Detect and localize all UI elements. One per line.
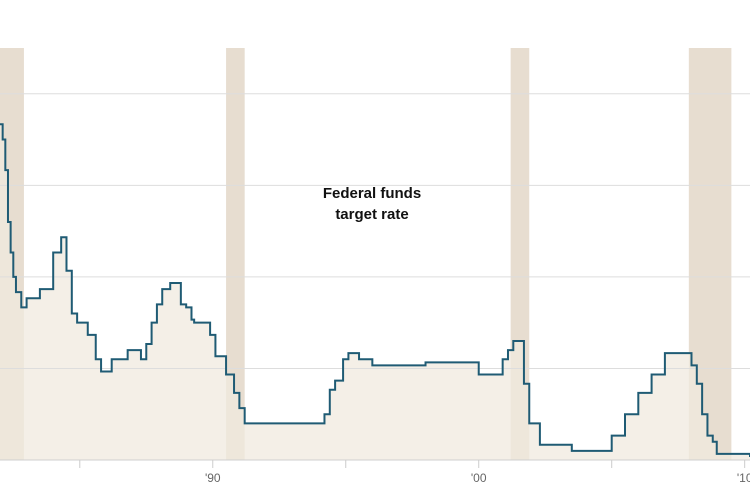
- x-tick-label-2010: '10: [737, 471, 750, 485]
- x-tick-label-1990: '90: [205, 471, 221, 485]
- federal-funds-rate-line: [0, 123, 750, 457]
- recession-band-1: [226, 48, 245, 460]
- annotation-line-2: target rate: [335, 206, 408, 223]
- x-axis-ticks: '90 '00 '10: [79, 460, 750, 485]
- annotation-line-1: Federal funds: [323, 185, 421, 202]
- gridlines: [0, 93, 750, 369]
- x-tick-label-2000: '00: [471, 471, 487, 485]
- rate-area-fill: [0, 124, 750, 460]
